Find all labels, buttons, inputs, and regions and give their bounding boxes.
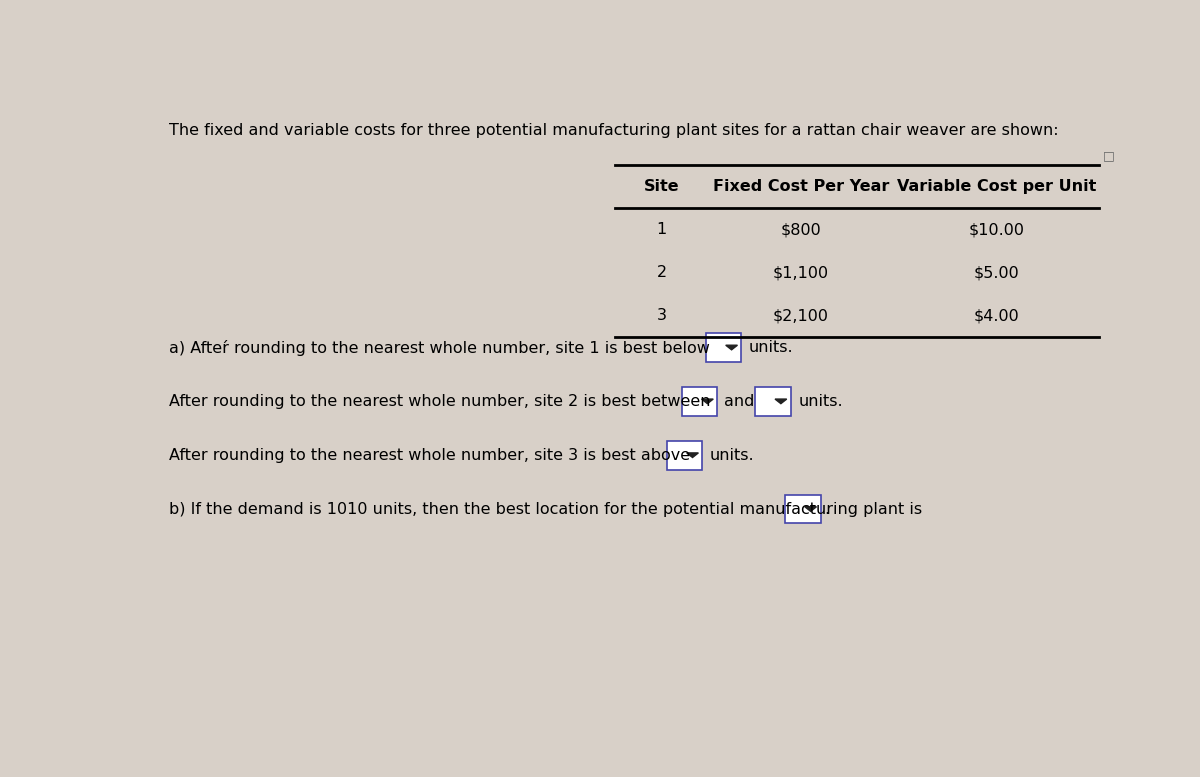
Text: 2: 2: [656, 265, 666, 280]
Text: $5.00: $5.00: [973, 265, 1019, 280]
Text: b) If the demand is 1010 units, then the best location for the potential manufac: b) If the demand is 1010 units, then the…: [168, 501, 922, 517]
Text: After rounding to the nearest whole number, site 3 is best above: After rounding to the nearest whole numb…: [168, 448, 690, 463]
Text: After rounding to the nearest whole number, site 2 is best between: After rounding to the nearest whole numb…: [168, 394, 710, 409]
Text: $1,100: $1,100: [773, 265, 829, 280]
Polygon shape: [702, 399, 713, 404]
Text: $10.00: $10.00: [968, 222, 1025, 237]
Text: $2,100: $2,100: [773, 308, 829, 323]
Text: units.: units.: [710, 448, 755, 463]
Text: a) Afteŕ rounding to the nearest whole number, site 1 is best below: a) Afteŕ rounding to the nearest whole …: [168, 340, 709, 356]
Text: $800: $800: [781, 222, 821, 237]
Text: $4.00: $4.00: [973, 308, 1019, 323]
Text: and: and: [724, 394, 754, 409]
Text: Site: Site: [643, 179, 679, 194]
Polygon shape: [805, 507, 816, 511]
FancyBboxPatch shape: [667, 441, 702, 469]
Text: 1: 1: [656, 222, 667, 237]
Text: .: .: [824, 501, 829, 517]
FancyBboxPatch shape: [785, 495, 821, 524]
Text: Fixed Cost Per Year: Fixed Cost Per Year: [713, 179, 889, 194]
Text: units.: units.: [798, 394, 842, 409]
Text: units.: units.: [749, 340, 793, 355]
Text: The fixed and variable costs for three potential manufacturing plant sites for a: The fixed and variable costs for three p…: [168, 123, 1058, 138]
Polygon shape: [686, 453, 698, 458]
Text: □: □: [1103, 149, 1115, 162]
FancyBboxPatch shape: [756, 387, 791, 416]
Text: Variable Cost per Unit: Variable Cost per Unit: [896, 179, 1096, 194]
FancyBboxPatch shape: [682, 387, 718, 416]
Polygon shape: [726, 345, 738, 350]
Polygon shape: [775, 399, 787, 404]
Text: 3: 3: [656, 308, 666, 323]
FancyBboxPatch shape: [706, 333, 742, 362]
